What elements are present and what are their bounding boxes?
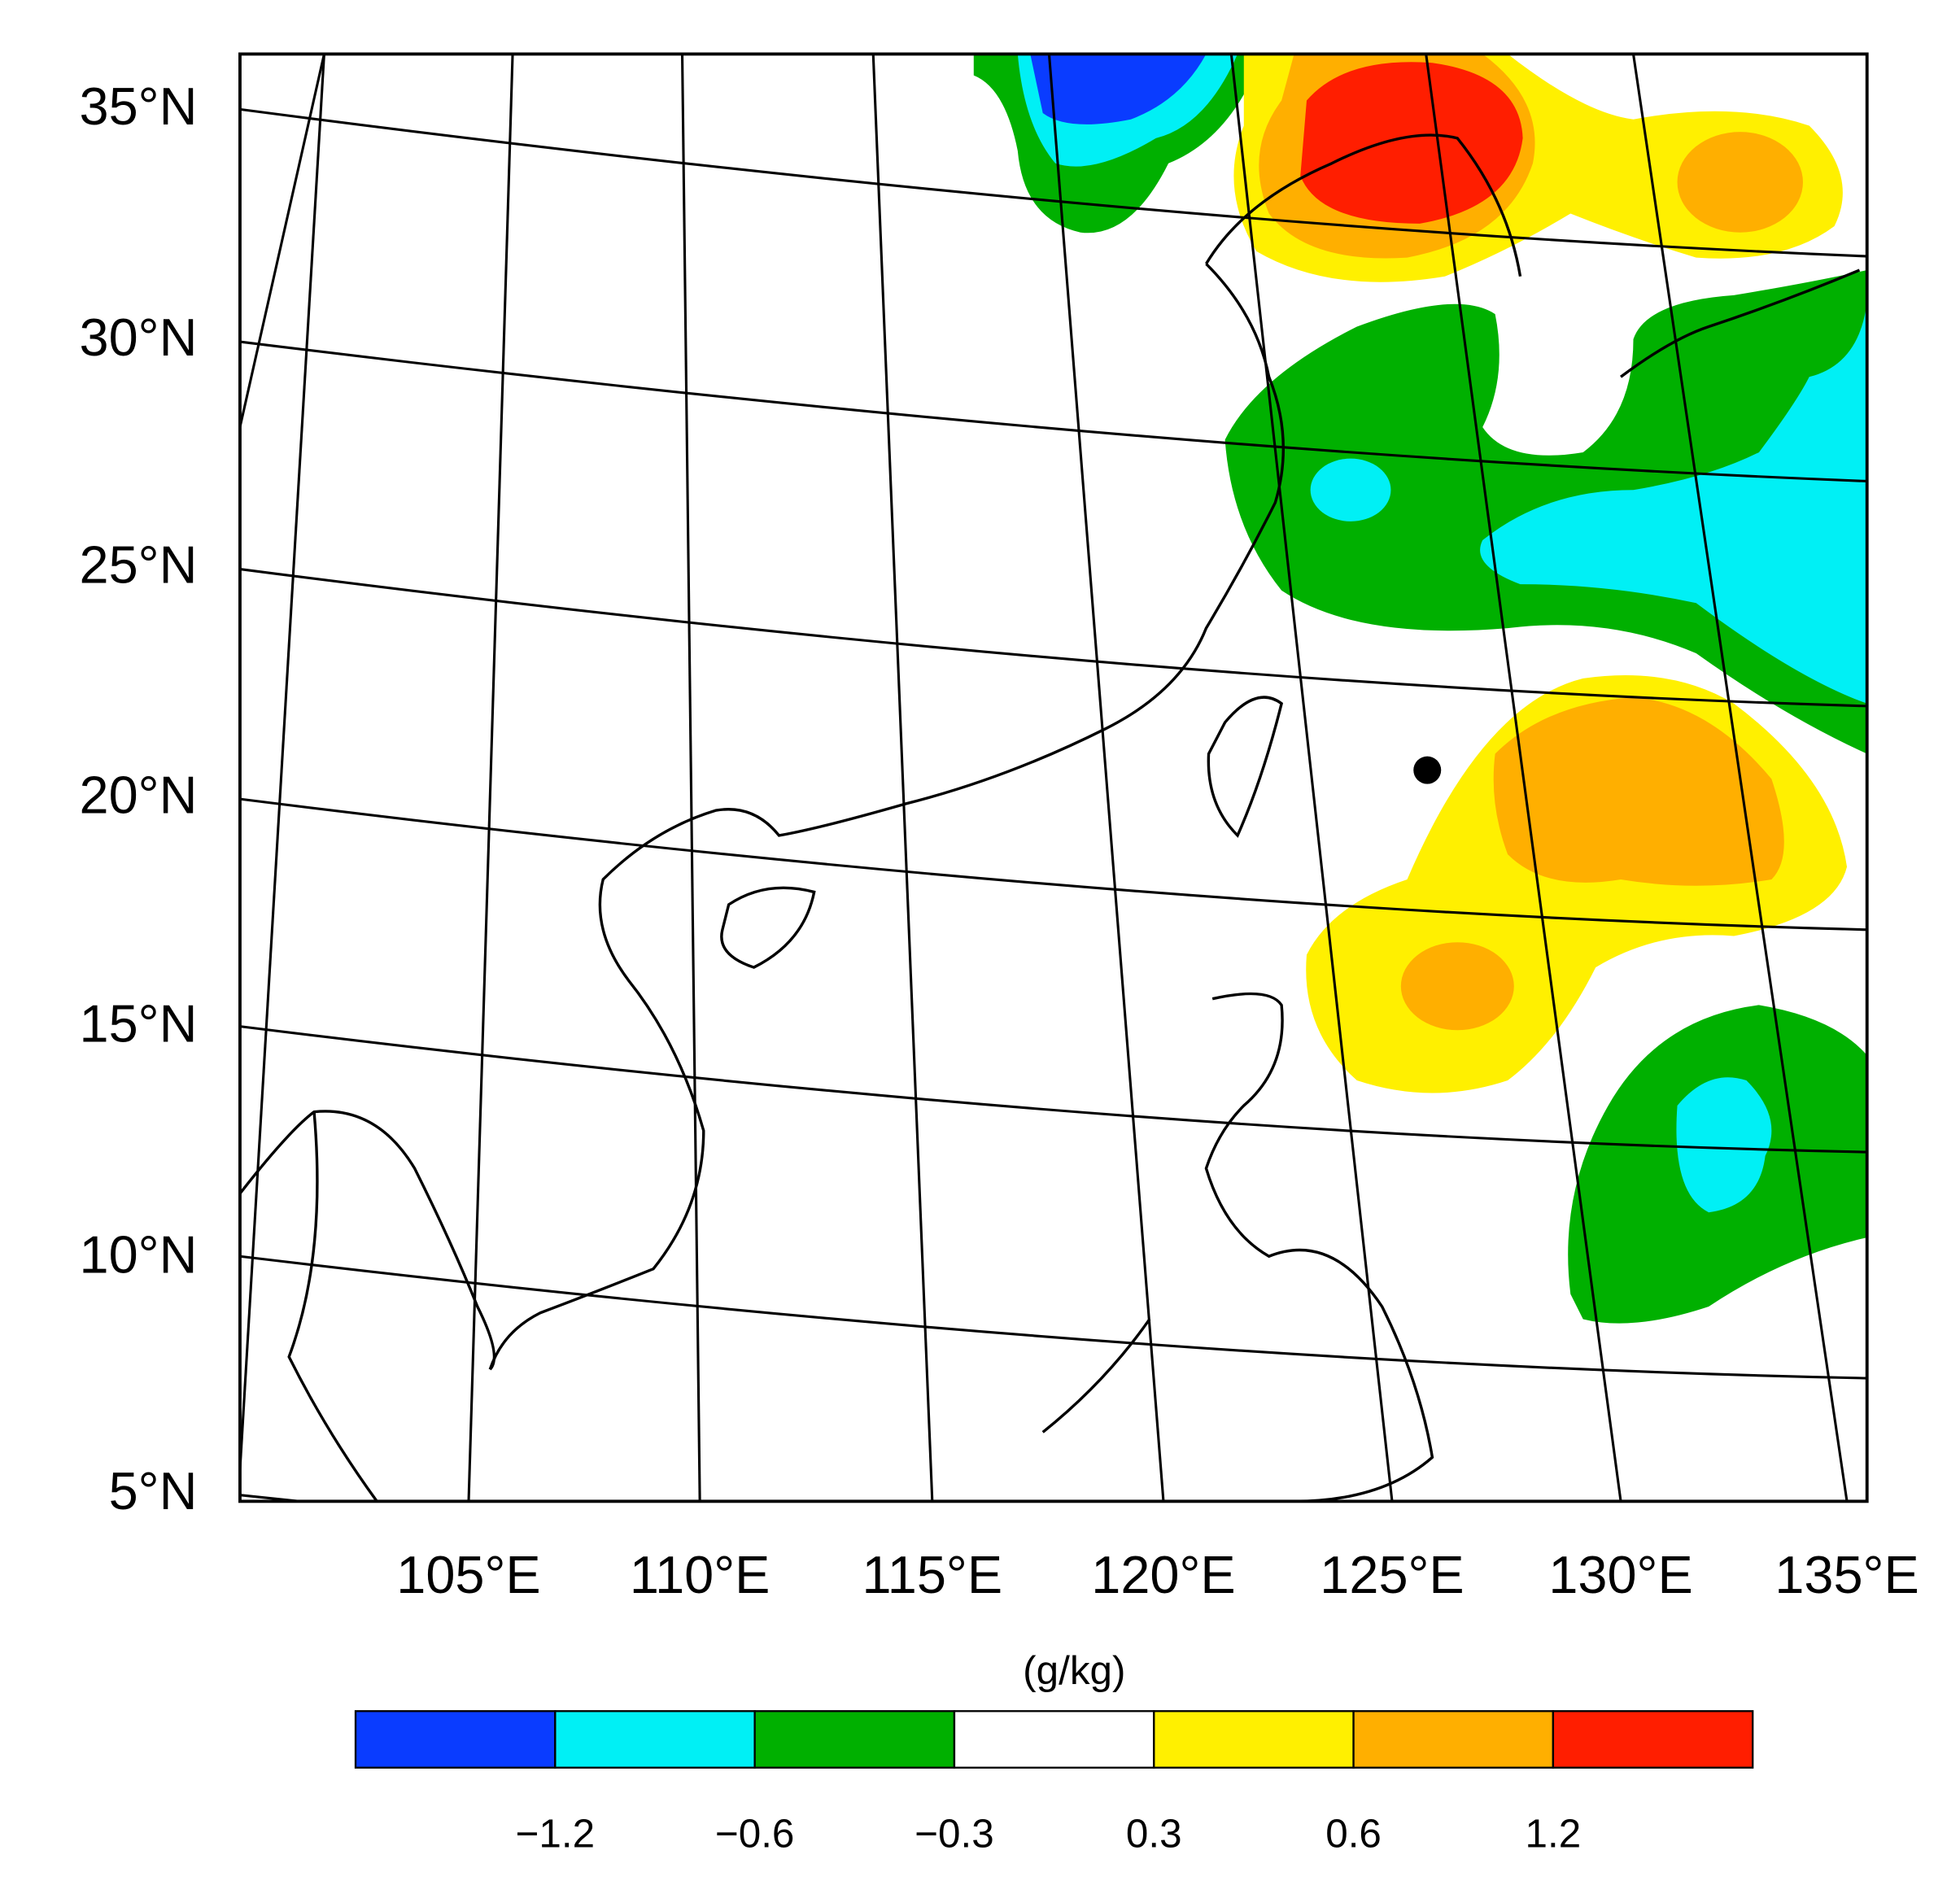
coastlines [239,133,1861,1502]
colorbar-label: −0.3 [915,1812,994,1857]
colorbar-box [753,1710,956,1769]
lat-label: 35°N [80,76,198,136]
contour-fills [973,54,1867,1324]
colorbar-label: 1.2 [1526,1812,1582,1857]
colorbar-box [953,1710,1155,1769]
contour-fill [1677,132,1803,233]
colorbar: −1.2 −0.6 −0.3 0.3 0.6 1.2 [354,1710,1754,1857]
graticule [239,54,1867,1502]
lat-label: 20°N [80,765,198,824]
contour-fill [1300,62,1523,224]
lat-label: 5°N [109,1461,198,1521]
colorbar-label: −1.2 [516,1812,596,1857]
colorbar-box [354,1710,557,1769]
contour-fill [1400,942,1514,1031]
map-frame [238,52,1869,1503]
colorbar-label: −0.6 [715,1812,795,1857]
contour-fill [1030,54,1207,124]
lat-label: 30°N [80,308,198,367]
colorbar-box [1552,1710,1754,1769]
lon-label: 135°E [1774,1545,1919,1604]
longitude-labels: 105°E 110°E 115°E 120°E 125°E 130°E 135°E [396,1545,1919,1604]
lon-label: 130°E [1548,1545,1692,1604]
lon-label: 105°E [396,1545,540,1604]
latitude-labels: 35°N 30°N 25°N 20°N 15°N 10°N 5°N [80,76,198,1521]
contour-fill [1676,1077,1772,1213]
contour-fill [1493,697,1784,886]
colorbar-label: 0.3 [1126,1812,1182,1857]
contour-fill [1310,458,1391,521]
colorbar-box [1352,1710,1555,1769]
colorbar-title: (g/kg) [1023,1648,1125,1693]
lat-label: 25°N [80,535,198,595]
lat-label: 15°N [80,993,198,1053]
contour-fill [1480,301,1867,704]
lon-label: 110°E [630,1545,770,1604]
location-marker [1413,756,1442,784]
lon-label: 115°E [862,1545,1003,1604]
map-area [239,54,1867,1502]
colorbar-box [554,1710,756,1769]
lon-label: 120°E [1091,1545,1235,1604]
lat-label: 10°N [80,1224,198,1284]
colorbar-box [1153,1710,1355,1769]
colorbar-label: 0.6 [1325,1812,1382,1857]
lon-label: 125°E [1320,1545,1464,1604]
